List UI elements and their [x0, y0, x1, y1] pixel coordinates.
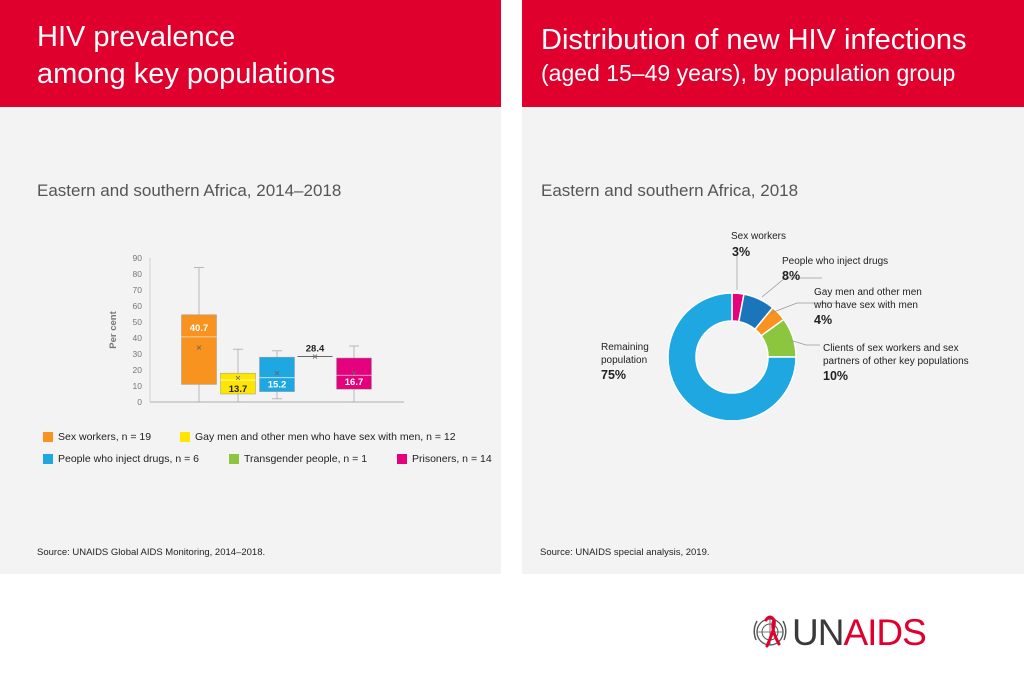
y-tick-label: 70 [133, 285, 143, 295]
left-banner: HIV prevalence among key populations [0, 0, 501, 107]
leader-line [761, 277, 822, 298]
box-mean-marker [235, 375, 241, 381]
legend-swatch [180, 432, 190, 442]
legend-label: Transgender people, n = 1 [244, 453, 368, 465]
legend-item-transgender: Transgender people, n = 1 [229, 453, 367, 465]
right-panel: Distribution of new HIV infections (aged… [522, 0, 1024, 574]
right-subtitle: Eastern and southern Africa, 2018 [541, 181, 799, 200]
box-value-label: 13.7 [229, 384, 248, 395]
left-source: Source: UNAIDS Global AIDS Monitoring, 2… [37, 547, 266, 558]
box-3 [259, 356, 295, 392]
leader-line [789, 339, 820, 346]
y-axis-label: Per cent [108, 310, 119, 348]
y-tick-label: 30 [133, 349, 143, 359]
legend-swatch [43, 432, 53, 442]
donut-slice-percent: 75% [601, 368, 626, 382]
box-value-label: 28.4 [306, 344, 325, 355]
donut-slice-label: who have sex with men [813, 300, 918, 311]
donut-slice-label: Sex workers [731, 231, 786, 242]
unaids-logo: UNAIDS [750, 610, 950, 656]
legend-swatch [229, 454, 239, 464]
donut-slice-percent: 8% [782, 269, 800, 283]
donut-slice-percent: 3% [732, 245, 750, 259]
y-tick-label: 90 [133, 253, 143, 263]
right-source: Source: UNAIDS special analysis, 2019. [540, 547, 710, 558]
y-tick-label: 80 [133, 269, 143, 279]
left-subtitle: Eastern and southern Africa, 2014–2018 [37, 181, 342, 200]
leader-line [770, 302, 837, 314]
left-banner-title-line2: among key populations [37, 58, 336, 90]
donut-slice-percent: 4% [814, 313, 832, 327]
legend-item-pwid: People who inject drugs, n = 6 [43, 453, 199, 465]
donut-slice-label: People who inject drugs [782, 256, 888, 267]
box-value-label: 16.7 [345, 377, 364, 388]
donut-slice-label: population [601, 355, 647, 366]
logo-text-aids: AIDS [843, 612, 926, 653]
y-tick-label: 10 [133, 381, 143, 391]
donut-slice-5 [667, 292, 797, 420]
donut-slice-label: Remaining [601, 342, 649, 353]
box-mean-marker [274, 370, 280, 376]
donut-slice-label: partners of other key populations [823, 356, 969, 367]
legend-item-sex-workers: Sex workers, n = 19 [43, 431, 151, 443]
y-tick-label: 60 [133, 301, 143, 311]
box-mean-marker [196, 345, 202, 350]
legend-label: Prisoners, n = 14 [412, 453, 492, 465]
boxplot-chart: 0 10 20 30 40 50 60 70 80 90 Per cent 40.7 13.7 15.2 2… [108, 253, 404, 407]
y-tick-label: 20 [133, 365, 143, 375]
y-tick-label: 50 [133, 317, 143, 327]
box-value-label: 40.7 [190, 323, 209, 334]
legend-item-prisoners: Prisoners, n = 14 [397, 453, 492, 465]
box-2 [220, 372, 256, 395]
box-1 [181, 314, 217, 385]
legend-swatch [43, 454, 53, 464]
legend-item-gay-men: Gay men and other men who have sex with … [180, 431, 456, 443]
donut-slice-label: Gay men and other men [814, 287, 922, 298]
logo-text-un: UN [792, 612, 844, 653]
box-value-label: 15.2 [268, 380, 287, 391]
legend-swatch [397, 454, 407, 464]
right-banner: Distribution of new HIV infections (aged… [522, 0, 1024, 107]
logo-wordmark: UNAIDS [792, 612, 927, 654]
right-banner-title-line2: (aged 15–49 years), by population group [541, 60, 956, 86]
left-banner-title-line1: HIV prevalence [37, 21, 236, 53]
legend-label: Sex workers, n = 19 [58, 431, 152, 443]
right-banner-title-line1: Distribution of new HIV infections [541, 24, 967, 56]
un-emblem-icon [753, 615, 787, 648]
legend-label: Gay men and other men who have sex with … [195, 431, 456, 443]
donut-chart: Sex workers 3% People who inject drugs 8% Ga… [601, 231, 969, 420]
y-tick-label: 0 [137, 397, 142, 407]
legend-label: People who inject drugs, n = 6 [58, 453, 199, 465]
donut-slice-percent: 10% [823, 369, 848, 383]
left-panel: HIV prevalence among key populations Eas… [0, 0, 501, 574]
box-mean-marker [312, 354, 318, 359]
box-mean-marker [351, 370, 357, 376]
y-tick-label: 40 [133, 333, 143, 343]
donut-slice-label: Clients of sex workers and sex [823, 343, 959, 354]
